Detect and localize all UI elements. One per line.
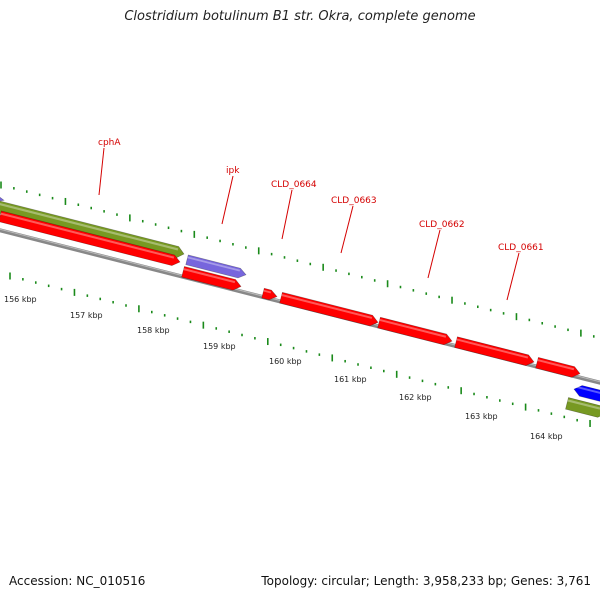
- gene-label-cphA: cphA: [98, 138, 121, 148]
- cds-small-highlight: [263, 289, 272, 294]
- cds-CLD_0661-highlight: [537, 359, 575, 371]
- misc-feature-edge: [0, 196, 5, 202]
- leader-CLD_0662: [427, 229, 441, 279]
- cds-CLD_0662: [454, 336, 535, 366]
- cds-CLD_0663: [377, 316, 453, 346]
- scale-label-162: 162 kbp: [399, 393, 432, 402]
- gene-label-CLD_0662: CLD_0662: [419, 220, 465, 230]
- cds-CLD_0663-highlight: [379, 318, 447, 338]
- cds-ipk: [181, 266, 242, 291]
- scale-label-157: 157 kbp: [70, 311, 103, 320]
- leader-ipk: [221, 175, 234, 225]
- scale-label-160: 160 kbp: [269, 357, 302, 366]
- cds-ipk-highlight: [183, 268, 236, 284]
- feature-ipk-region-highlight: [187, 256, 241, 272]
- leader-cphA: [98, 147, 105, 196]
- accession-text: Accession: NC_010516: [9, 574, 146, 588]
- cds-CLD_0662-highlight: [456, 338, 529, 359]
- misc-feature-cphA-region-highlight: [0, 203, 179, 251]
- scale-label-156: 156 kbp: [4, 295, 37, 304]
- scale-label-158: 158 kbp: [137, 326, 170, 335]
- leader-CLD_0663: [340, 205, 354, 254]
- cds-cphA: [0, 210, 181, 266]
- gene-label-CLD_0664: CLD_0664: [271, 180, 317, 190]
- map-title: Clostridium botulinum B1 str. Okra, comp…: [124, 9, 476, 24]
- misc-feature-right-highlight: [567, 399, 600, 410]
- upper-tick-row: [0, 181, 595, 338]
- feature-layer: [0, 196, 600, 418]
- trna-feature-highlight: [574, 385, 600, 394]
- scale-label-163: 163 kbp: [465, 412, 498, 421]
- cds-cphA-highlight: [0, 212, 175, 259]
- gene-label-ipk: ipk: [226, 166, 240, 176]
- scale-label-159: 159 kbp: [203, 342, 236, 351]
- trna-feature: [573, 385, 600, 402]
- leader-CLD_0661: [506, 252, 520, 301]
- gene-label-CLD_0663: CLD_0663: [331, 196, 377, 206]
- scale-label-161: 161 kbp: [334, 375, 367, 384]
- scale-label-164: 164 kbp: [530, 432, 563, 441]
- cds-CLD_0664: [279, 291, 379, 327]
- misc-feature-cphA-region: [0, 200, 185, 259]
- genome-summary-text: Topology: circular; Length: 3,958,233 bp…: [261, 574, 591, 588]
- lower-tick-row: [9, 272, 591, 427]
- feature-ipk-region: [185, 254, 247, 279]
- label-leader-lines: [98, 147, 520, 301]
- cds-small: [261, 287, 278, 301]
- gene-label-CLD_0661: CLD_0661: [498, 243, 544, 253]
- cds-CLD_0661: [535, 357, 581, 378]
- cds-CLD_0664-highlight: [281, 294, 373, 319]
- misc-feature-right: [565, 397, 600, 418]
- leader-CLD_0664: [281, 189, 293, 240]
